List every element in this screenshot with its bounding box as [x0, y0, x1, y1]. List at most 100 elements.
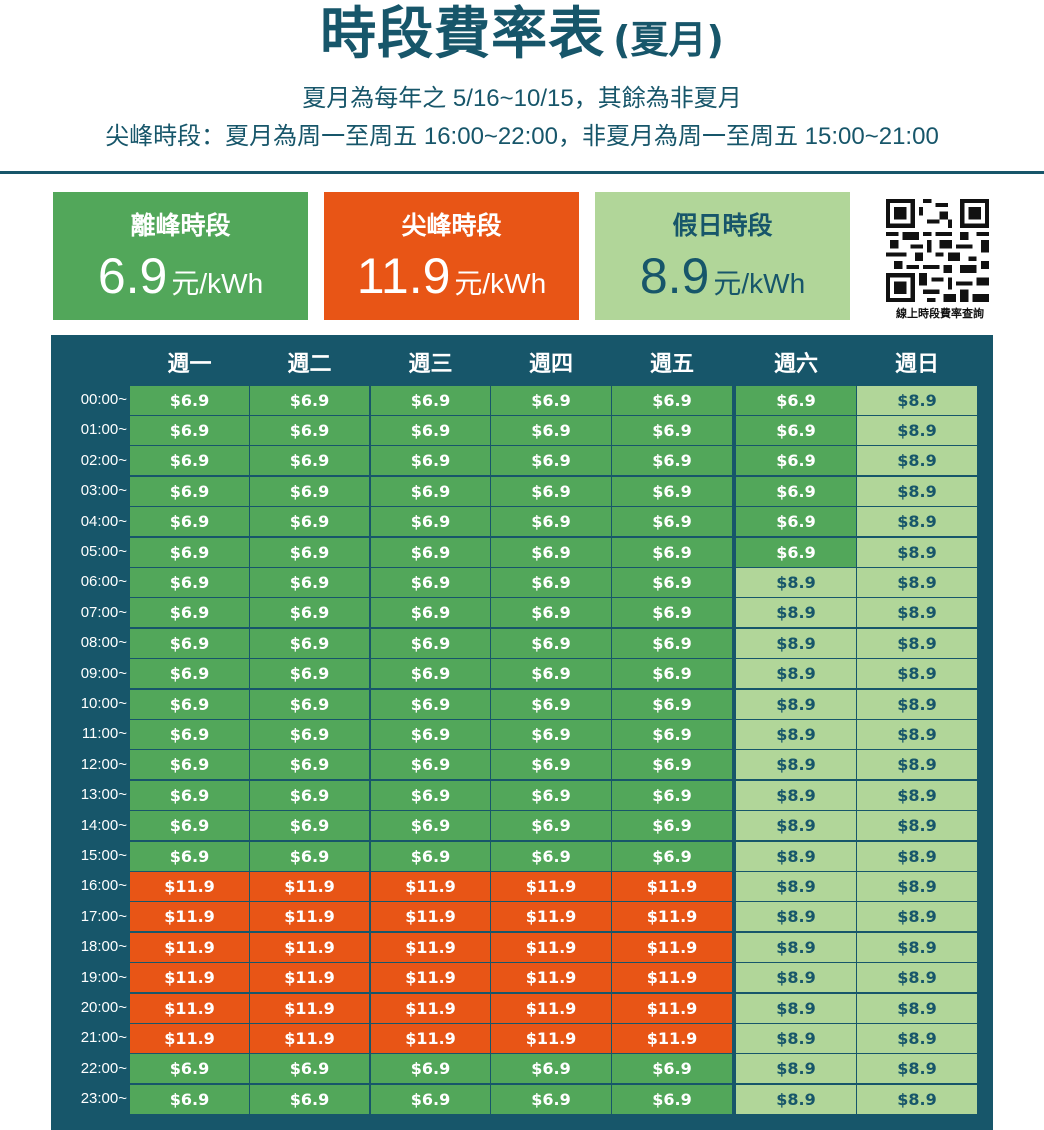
rate-cell: $11.9	[371, 963, 490, 993]
column-header: 週三	[408, 352, 453, 377]
rate-cell: $11.9	[371, 902, 490, 932]
rate-cell: $8.9	[736, 659, 856, 689]
qr-code-label: 線上時段費率查詢	[896, 307, 984, 320]
time-label: 04:00~	[80, 512, 127, 530]
rate-cell: $6.9	[491, 507, 611, 537]
rate-cell: $6.9	[491, 689, 611, 719]
card-price: 6.9 元/kWh	[53, 246, 308, 319]
rate-cell: $6.9	[491, 476, 611, 506]
rate-cell: $6.9	[612, 537, 732, 567]
rate-cell: $6.9	[371, 628, 490, 658]
rate-cell: $6.9	[371, 659, 490, 689]
rate-cell: $6.9	[736, 476, 856, 506]
rate-cell: $6.9	[736, 446, 856, 476]
rate-cell: $6.9	[612, 841, 732, 871]
rate-cell: $6.9	[130, 719, 249, 749]
peak-hours-note: 尖峰時段：夏月為周一至周五 16:00~22:00，非夏月為周一至周五 15:0…	[105, 123, 939, 150]
rate-cell: $11.9	[250, 902, 369, 932]
rate-cell: $8.9	[857, 871, 977, 901]
rate-cell: $6.9	[612, 719, 732, 749]
rate-cell: $6.9	[250, 841, 369, 871]
rate-cell: $6.9	[491, 628, 611, 658]
offpeak-rate-card: 離峰時段 6.9 元/kWh	[53, 192, 308, 320]
rate-cell: $6.9	[371, 689, 490, 719]
rate-cell: $8.9	[857, 1084, 977, 1114]
rate-cell: $6.9	[491, 719, 611, 749]
rate-cell: $6.9	[371, 719, 490, 749]
rate-cell: $6.9	[130, 476, 249, 506]
rate-cell: $6.9	[612, 476, 732, 506]
rate-cell: $6.9	[130, 811, 249, 841]
rate-cell: $6.9	[130, 507, 249, 537]
rate-cell: $8.9	[857, 993, 977, 1023]
rate-cell: $6.9	[612, 598, 732, 628]
rate-cell: $11.9	[130, 902, 249, 932]
rate-cell: $6.9	[130, 750, 249, 780]
price-value: 6.9	[97, 248, 168, 304]
time-label: 19:00~	[80, 968, 127, 986]
rate-cell: $11.9	[130, 932, 249, 962]
time-label: 02:00~	[80, 451, 127, 469]
column-header: 週日	[894, 352, 939, 377]
rate-cell: $6.9	[250, 507, 369, 537]
rate-cell: $6.9	[130, 841, 249, 871]
card-label: 假日時段	[672, 211, 773, 240]
rate-cell: $6.9	[612, 415, 732, 445]
rate-cell: $6.9	[130, 1054, 249, 1084]
column-header: 週五	[649, 352, 694, 377]
rate-cell: $6.9	[491, 415, 611, 445]
rate-cell: $6.9	[130, 689, 249, 719]
rate-cell: $8.9	[857, 446, 977, 476]
time-label: 16:00~	[80, 877, 127, 895]
rate-cell: $6.9	[612, 1084, 732, 1114]
rate-cell: $6.9	[612, 385, 732, 415]
rate-cell: $6.9	[736, 507, 856, 537]
rate-cell: $6.9	[612, 780, 732, 810]
card-label: 尖峰時段	[401, 211, 502, 240]
time-label: 09:00~	[80, 664, 127, 682]
rate-cell: $6.9	[371, 1054, 490, 1084]
rate-cell: $6.9	[371, 567, 490, 597]
rate-cell: $8.9	[736, 1023, 856, 1053]
rate-cell: $6.9	[371, 415, 490, 445]
rate-cell: $6.9	[491, 537, 611, 567]
rate-cell: $11.9	[491, 932, 611, 962]
divider	[0, 171, 1044, 174]
rate-cell: $6.9	[130, 385, 249, 415]
rate-cell: $11.9	[612, 932, 732, 962]
rate-cell: $8.9	[857, 415, 977, 445]
rate-cell: $6.9	[250, 537, 369, 567]
rate-cell: $6.9	[491, 750, 611, 780]
time-label: 21:00~	[80, 1029, 127, 1047]
price-value: 8.9	[639, 248, 710, 304]
rate-cell: $6.9	[130, 1084, 249, 1114]
time-label: 03:00~	[80, 482, 127, 500]
time-label: 14:00~	[80, 816, 127, 834]
rate-cell: $6.9	[130, 659, 249, 689]
rate-cell: $8.9	[857, 567, 977, 597]
rate-cell: $6.9	[491, 1084, 611, 1114]
rate-cell: $8.9	[857, 507, 977, 537]
rate-cell: $6.9	[491, 841, 611, 871]
rate-cell: $6.9	[736, 537, 856, 567]
rate-cell: $6.9	[250, 811, 369, 841]
rate-cell: $11.9	[250, 993, 369, 1023]
rate-cell: $8.9	[736, 719, 856, 749]
card-label: 離峰時段	[130, 211, 231, 240]
rate-cell: $8.9	[857, 902, 977, 932]
rate-cell: $6.9	[250, 780, 369, 810]
rate-cell: $8.9	[736, 598, 856, 628]
rate-cell: $8.9	[736, 963, 856, 993]
card-price: 8.9 元/kWh	[595, 246, 850, 319]
rate-cell: $11.9	[250, 871, 369, 901]
rate-cell: $6.9	[130, 537, 249, 567]
rate-cell: $6.9	[130, 446, 249, 476]
price-unit: 元/kWh	[454, 268, 547, 299]
rate-cell: $8.9	[857, 963, 977, 993]
rate-cell: $6.9	[491, 659, 611, 689]
card-price: 11.9 元/kWh	[324, 246, 579, 319]
qr-code-icon[interactable]	[886, 199, 989, 302]
rate-cell: $11.9	[250, 1023, 369, 1053]
rate-cell: $8.9	[857, 659, 977, 689]
rate-cell: $8.9	[736, 1054, 856, 1084]
